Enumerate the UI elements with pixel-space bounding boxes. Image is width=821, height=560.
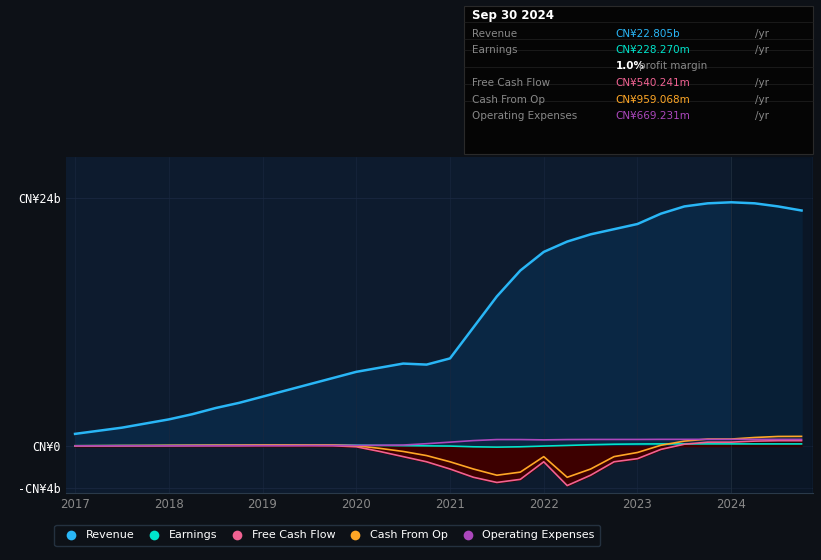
- Text: /yr: /yr: [755, 111, 769, 122]
- Text: Earnings: Earnings: [472, 45, 517, 55]
- Legend: Revenue, Earnings, Free Cash Flow, Cash From Op, Operating Expenses: Revenue, Earnings, Free Cash Flow, Cash …: [54, 525, 600, 546]
- Text: profit margin: profit margin: [639, 61, 707, 71]
- Text: /yr: /yr: [755, 78, 769, 88]
- Text: /yr: /yr: [755, 45, 769, 55]
- Text: Sep 30 2024: Sep 30 2024: [472, 9, 554, 22]
- Text: 1.0%: 1.0%: [616, 61, 644, 71]
- Text: CN¥959.068m: CN¥959.068m: [616, 95, 690, 105]
- Bar: [732, 157, 811, 493]
- Text: CN¥540.241m: CN¥540.241m: [616, 78, 690, 88]
- Text: CN¥22.805b: CN¥22.805b: [616, 29, 681, 39]
- Text: Operating Expenses: Operating Expenses: [472, 111, 577, 122]
- Text: /yr: /yr: [755, 29, 769, 39]
- Text: Cash From Op: Cash From Op: [472, 95, 545, 105]
- Text: CN¥228.270m: CN¥228.270m: [616, 45, 690, 55]
- Text: CN¥669.231m: CN¥669.231m: [616, 111, 690, 122]
- Text: Revenue: Revenue: [472, 29, 517, 39]
- Text: Free Cash Flow: Free Cash Flow: [472, 78, 550, 88]
- Text: /yr: /yr: [755, 95, 769, 105]
